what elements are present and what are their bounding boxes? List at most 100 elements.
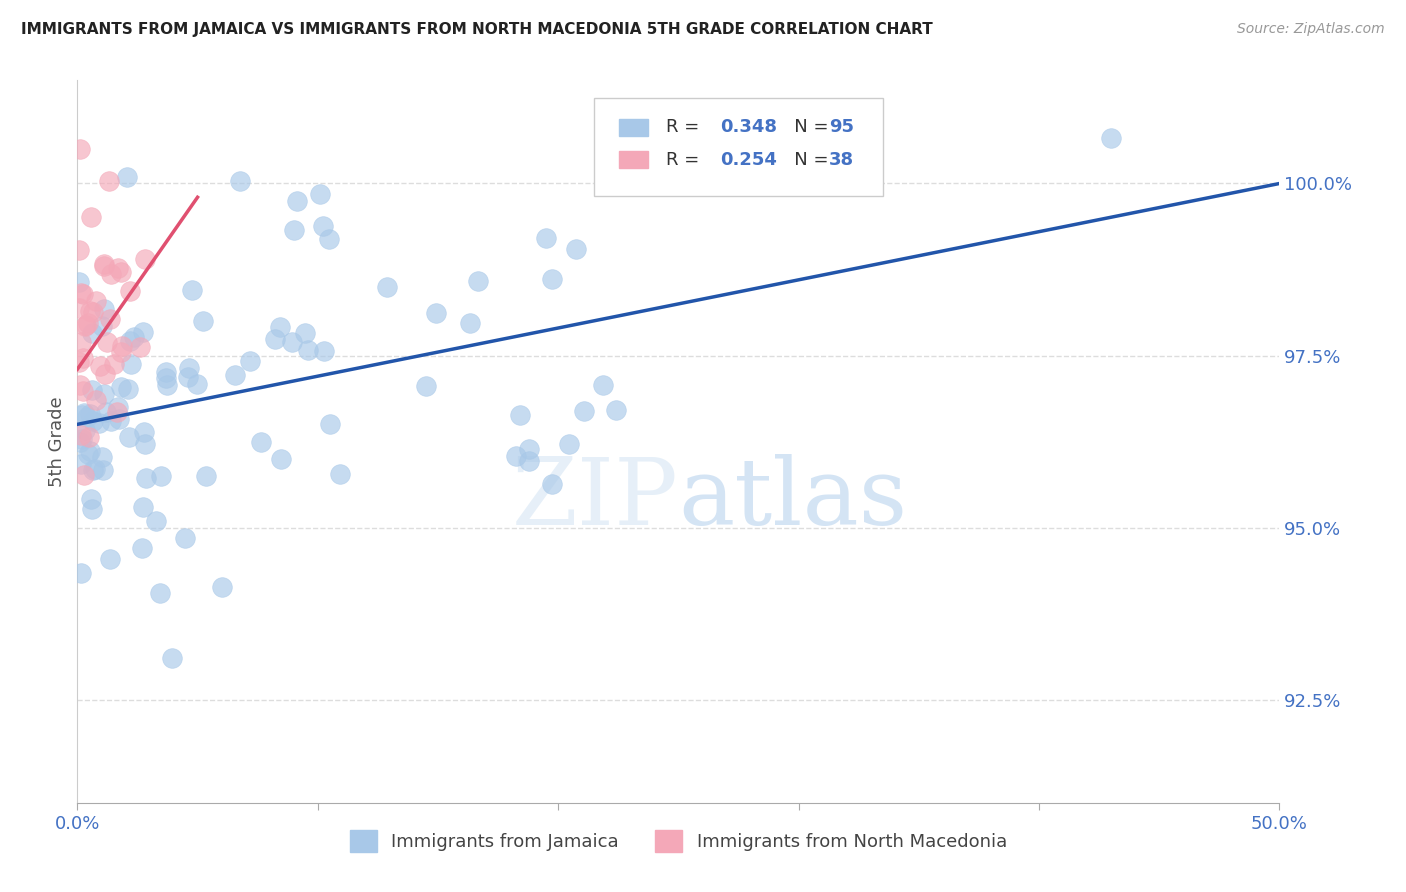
FancyBboxPatch shape <box>595 98 883 196</box>
Text: atlas: atlas <box>679 454 908 544</box>
Point <box>70 432 93 446</box>
Point <box>229 174 252 188</box>
Point <box>415 378 437 392</box>
Point <box>69 566 91 580</box>
Point <box>67 243 90 257</box>
Point <box>541 272 564 286</box>
Point <box>73 423 96 437</box>
Point <box>312 343 335 358</box>
Point <box>69 335 91 350</box>
Point <box>110 265 132 279</box>
Point <box>294 326 316 340</box>
Point <box>110 345 132 359</box>
Point <box>75 318 97 333</box>
Point <box>565 242 588 256</box>
Point <box>105 405 128 419</box>
Text: R =: R = <box>666 151 706 169</box>
Point <box>100 267 122 281</box>
Point <box>517 454 540 468</box>
Point <box>149 585 172 599</box>
Point <box>132 425 155 440</box>
Y-axis label: 5th Grade: 5th Grade <box>48 396 66 487</box>
Point <box>75 318 97 333</box>
Point <box>72 351 94 365</box>
Point <box>264 332 287 346</box>
Point <box>224 368 246 382</box>
Point <box>517 442 540 456</box>
Text: 38: 38 <box>828 151 853 169</box>
Point <box>93 259 115 273</box>
Point <box>193 314 215 328</box>
Point <box>79 430 101 444</box>
Point <box>131 541 153 555</box>
Point <box>103 357 125 371</box>
Point <box>572 404 595 418</box>
Text: 0.348: 0.348 <box>720 119 778 136</box>
FancyBboxPatch shape <box>620 151 648 169</box>
Point <box>534 230 557 244</box>
Point <box>134 252 156 266</box>
Point <box>67 355 90 369</box>
Point <box>659 172 682 186</box>
Point <box>94 405 117 419</box>
Point <box>79 443 101 458</box>
Point <box>270 452 292 467</box>
Point <box>250 435 273 450</box>
Point <box>186 376 208 391</box>
Point <box>80 502 103 516</box>
Point <box>69 457 91 471</box>
Point <box>86 393 108 408</box>
Point <box>297 343 319 357</box>
Point <box>98 551 121 566</box>
Point <box>91 319 114 334</box>
Point <box>83 462 105 476</box>
Point <box>269 320 291 334</box>
Point <box>120 357 142 371</box>
Point <box>82 463 104 477</box>
Point <box>98 312 121 326</box>
Point <box>72 286 94 301</box>
Text: R =: R = <box>666 119 706 136</box>
Point <box>283 223 305 237</box>
Point <box>107 261 129 276</box>
Text: 95: 95 <box>828 119 853 136</box>
Point <box>156 377 179 392</box>
Point <box>96 334 118 349</box>
Point <box>76 316 98 330</box>
Point <box>558 437 581 451</box>
Point <box>91 450 114 464</box>
Point <box>124 329 146 343</box>
Point <box>82 414 104 428</box>
Point <box>72 384 94 399</box>
Point <box>174 531 197 545</box>
Point <box>155 365 177 379</box>
Point <box>177 370 200 384</box>
Point <box>93 387 115 401</box>
Point <box>467 274 489 288</box>
Point <box>69 435 91 450</box>
Point <box>132 325 155 339</box>
Point <box>145 514 167 528</box>
Point <box>135 471 157 485</box>
Point <box>80 326 103 341</box>
Point <box>162 650 184 665</box>
Point <box>94 367 117 381</box>
Point <box>425 306 447 320</box>
Text: ZIP: ZIP <box>512 454 679 544</box>
Point <box>312 219 335 233</box>
Point <box>87 417 110 431</box>
Point <box>77 447 100 461</box>
Point <box>287 194 309 208</box>
Text: 0.254: 0.254 <box>720 151 778 169</box>
Point <box>89 359 111 373</box>
Point <box>239 353 262 368</box>
Point <box>120 334 142 349</box>
FancyBboxPatch shape <box>620 119 648 136</box>
Point <box>309 186 332 201</box>
Point <box>509 408 531 422</box>
Point <box>93 463 115 477</box>
Point <box>107 400 129 414</box>
Point <box>117 382 139 396</box>
Point <box>73 406 96 420</box>
Point <box>98 173 121 187</box>
